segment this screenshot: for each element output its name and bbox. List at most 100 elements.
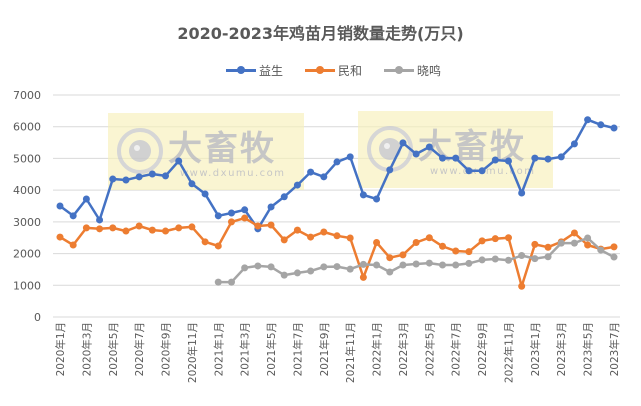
data-point-marker xyxy=(478,237,486,245)
data-point-marker xyxy=(175,224,183,232)
legend-label: 晓鸣 xyxy=(417,63,442,78)
data-point-marker xyxy=(293,226,301,234)
data-point-marker xyxy=(188,180,196,188)
data-point-marker xyxy=(346,234,354,242)
legend-line-marker-icon xyxy=(384,66,414,74)
data-point-marker xyxy=(610,253,618,261)
x-tick-label: 2021年3月 xyxy=(239,322,252,376)
data-point-marker xyxy=(399,139,407,147)
data-point-marker xyxy=(531,240,539,248)
data-point-marker xyxy=(531,154,539,162)
data-point-marker xyxy=(214,242,222,250)
data-point-marker xyxy=(333,158,341,166)
x-tick-label: 2021年7月 xyxy=(291,322,304,376)
x-tick-label: 2023年3月 xyxy=(555,322,568,376)
legend-item-xiaoming: 晓鸣 xyxy=(384,62,441,78)
y-tick-label: 3000 xyxy=(13,216,41,229)
data-point-marker xyxy=(373,238,381,246)
data-point-marker xyxy=(201,190,209,198)
data-point-marker xyxy=(412,238,420,246)
data-point-marker xyxy=(491,255,499,263)
data-point-marker xyxy=(425,234,433,242)
watermark-url: www.dxumu.com xyxy=(180,168,286,179)
data-point-marker xyxy=(201,238,209,246)
data-point-marker xyxy=(135,173,143,181)
x-tick-label: 2021年1月 xyxy=(212,322,225,376)
data-point-marker xyxy=(293,181,301,189)
data-point-marker xyxy=(452,154,460,162)
data-point-marker xyxy=(386,254,394,262)
data-point-marker xyxy=(504,234,512,242)
data-point-marker xyxy=(504,157,512,165)
data-point-marker xyxy=(412,150,420,158)
x-tick-label: 2022年3月 xyxy=(397,322,410,376)
x-tick-label: 2020年9月 xyxy=(160,322,173,376)
data-point-marker xyxy=(399,251,407,259)
x-tick-label: 2020年5月 xyxy=(107,322,120,376)
data-point-marker xyxy=(188,223,196,231)
y-tick-label: 5000 xyxy=(13,152,41,165)
data-point-marker xyxy=(491,235,499,243)
x-tick-label: 2021年9月 xyxy=(318,322,331,376)
data-point-marker xyxy=(439,242,447,250)
x-tick-label: 2022年1月 xyxy=(371,322,384,376)
data-point-marker xyxy=(518,251,526,259)
x-tick-label: 2022年5月 xyxy=(423,322,436,376)
data-point-marker xyxy=(465,167,473,175)
data-point-marker xyxy=(148,170,156,178)
watermark-brand: 大畜牧 xyxy=(168,129,276,169)
data-point-marker xyxy=(280,236,288,244)
x-tick-label: 2021年5月 xyxy=(265,322,278,376)
data-point-marker xyxy=(227,218,235,226)
data-point-marker xyxy=(241,264,249,272)
series-2 xyxy=(214,234,618,286)
data-point-marker xyxy=(267,203,275,211)
x-tick-label: 2020年11月 xyxy=(186,322,199,383)
data-point-marker xyxy=(280,271,288,279)
data-point-marker xyxy=(346,265,354,273)
data-point-marker xyxy=(584,234,592,242)
x-tick-label: 2022年9月 xyxy=(476,322,489,376)
series-line xyxy=(59,216,615,288)
legend-line-marker-icon xyxy=(305,66,335,74)
x-tick-label: 2020年1月 xyxy=(54,322,67,376)
data-point-marker xyxy=(320,263,328,271)
data-point-marker xyxy=(452,261,460,269)
data-point-marker xyxy=(96,225,104,233)
data-point-marker xyxy=(452,247,460,255)
data-point-marker xyxy=(584,116,592,124)
data-point-marker xyxy=(373,261,381,269)
data-point-marker xyxy=(544,243,552,251)
data-point-marker xyxy=(584,241,592,249)
data-point-marker xyxy=(69,212,77,220)
data-point-marker xyxy=(135,222,143,230)
data-point-marker xyxy=(214,278,222,286)
data-point-marker xyxy=(254,222,262,230)
x-tick-label: 2020年3月 xyxy=(80,322,93,376)
series-0 xyxy=(56,116,618,233)
x-tick-label: 2022年11月 xyxy=(502,322,515,383)
data-point-marker xyxy=(491,156,499,164)
data-point-marker xyxy=(531,255,539,263)
data-point-marker xyxy=(267,263,275,271)
data-point-marker xyxy=(597,121,605,129)
data-point-marker xyxy=(227,209,235,217)
legend-item-yisheng: 益生 xyxy=(226,62,283,78)
data-point-marker xyxy=(227,278,235,286)
data-point-marker xyxy=(465,259,473,267)
data-point-marker xyxy=(610,243,618,251)
data-point-marker xyxy=(557,153,565,161)
data-point-marker xyxy=(478,256,486,264)
data-point-marker xyxy=(109,224,117,232)
data-point-marker xyxy=(570,229,578,237)
data-point-marker xyxy=(570,239,578,247)
data-point-marker xyxy=(320,228,328,236)
x-tick-label: 2021年11月 xyxy=(344,322,357,383)
data-point-marker xyxy=(465,248,473,256)
data-point-marker xyxy=(241,214,249,222)
data-point-marker xyxy=(307,168,315,176)
y-tick-label: 1000 xyxy=(13,279,41,292)
data-point-marker xyxy=(373,195,381,203)
